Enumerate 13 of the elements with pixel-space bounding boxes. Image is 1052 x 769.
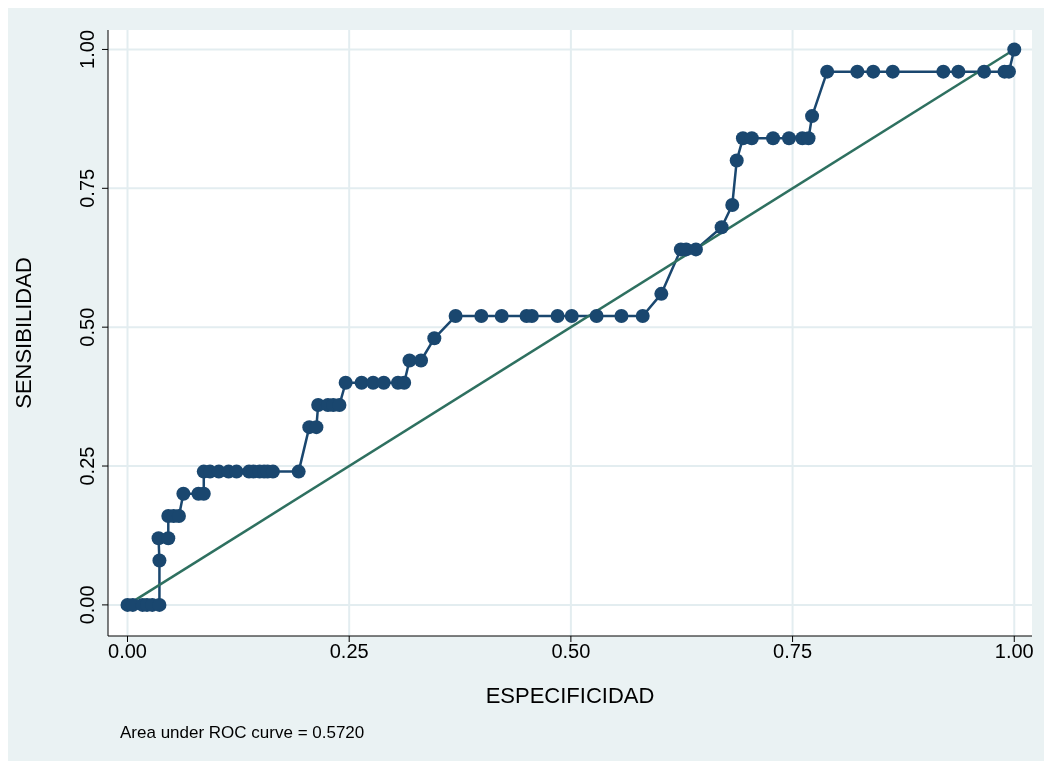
x-axis-title: ESPECIFICIDAD <box>485 683 655 708</box>
x-tick-label: 0.50 <box>551 640 591 663</box>
y-tick-label: 0.75 <box>76 168 98 208</box>
x-tick-label: 0.00 <box>108 640 147 663</box>
y-tick-label: 0.25 <box>76 446 98 486</box>
text: Area under ROC curve = 0.5720 <box>120 723 365 743</box>
x-tick-label: 0.75 <box>773 640 813 663</box>
y-tick-label: 0.00 <box>76 585 98 625</box>
x-tick-label: 0.25 <box>329 640 369 663</box>
y-tick-label: 0.50 <box>76 307 98 347</box>
x-tick-label: 1.00 <box>994 640 1034 663</box>
y-axis-title: SENSIBILIDAD <box>10 257 36 409</box>
y-tick-label: 1.00 <box>76 29 98 69</box>
